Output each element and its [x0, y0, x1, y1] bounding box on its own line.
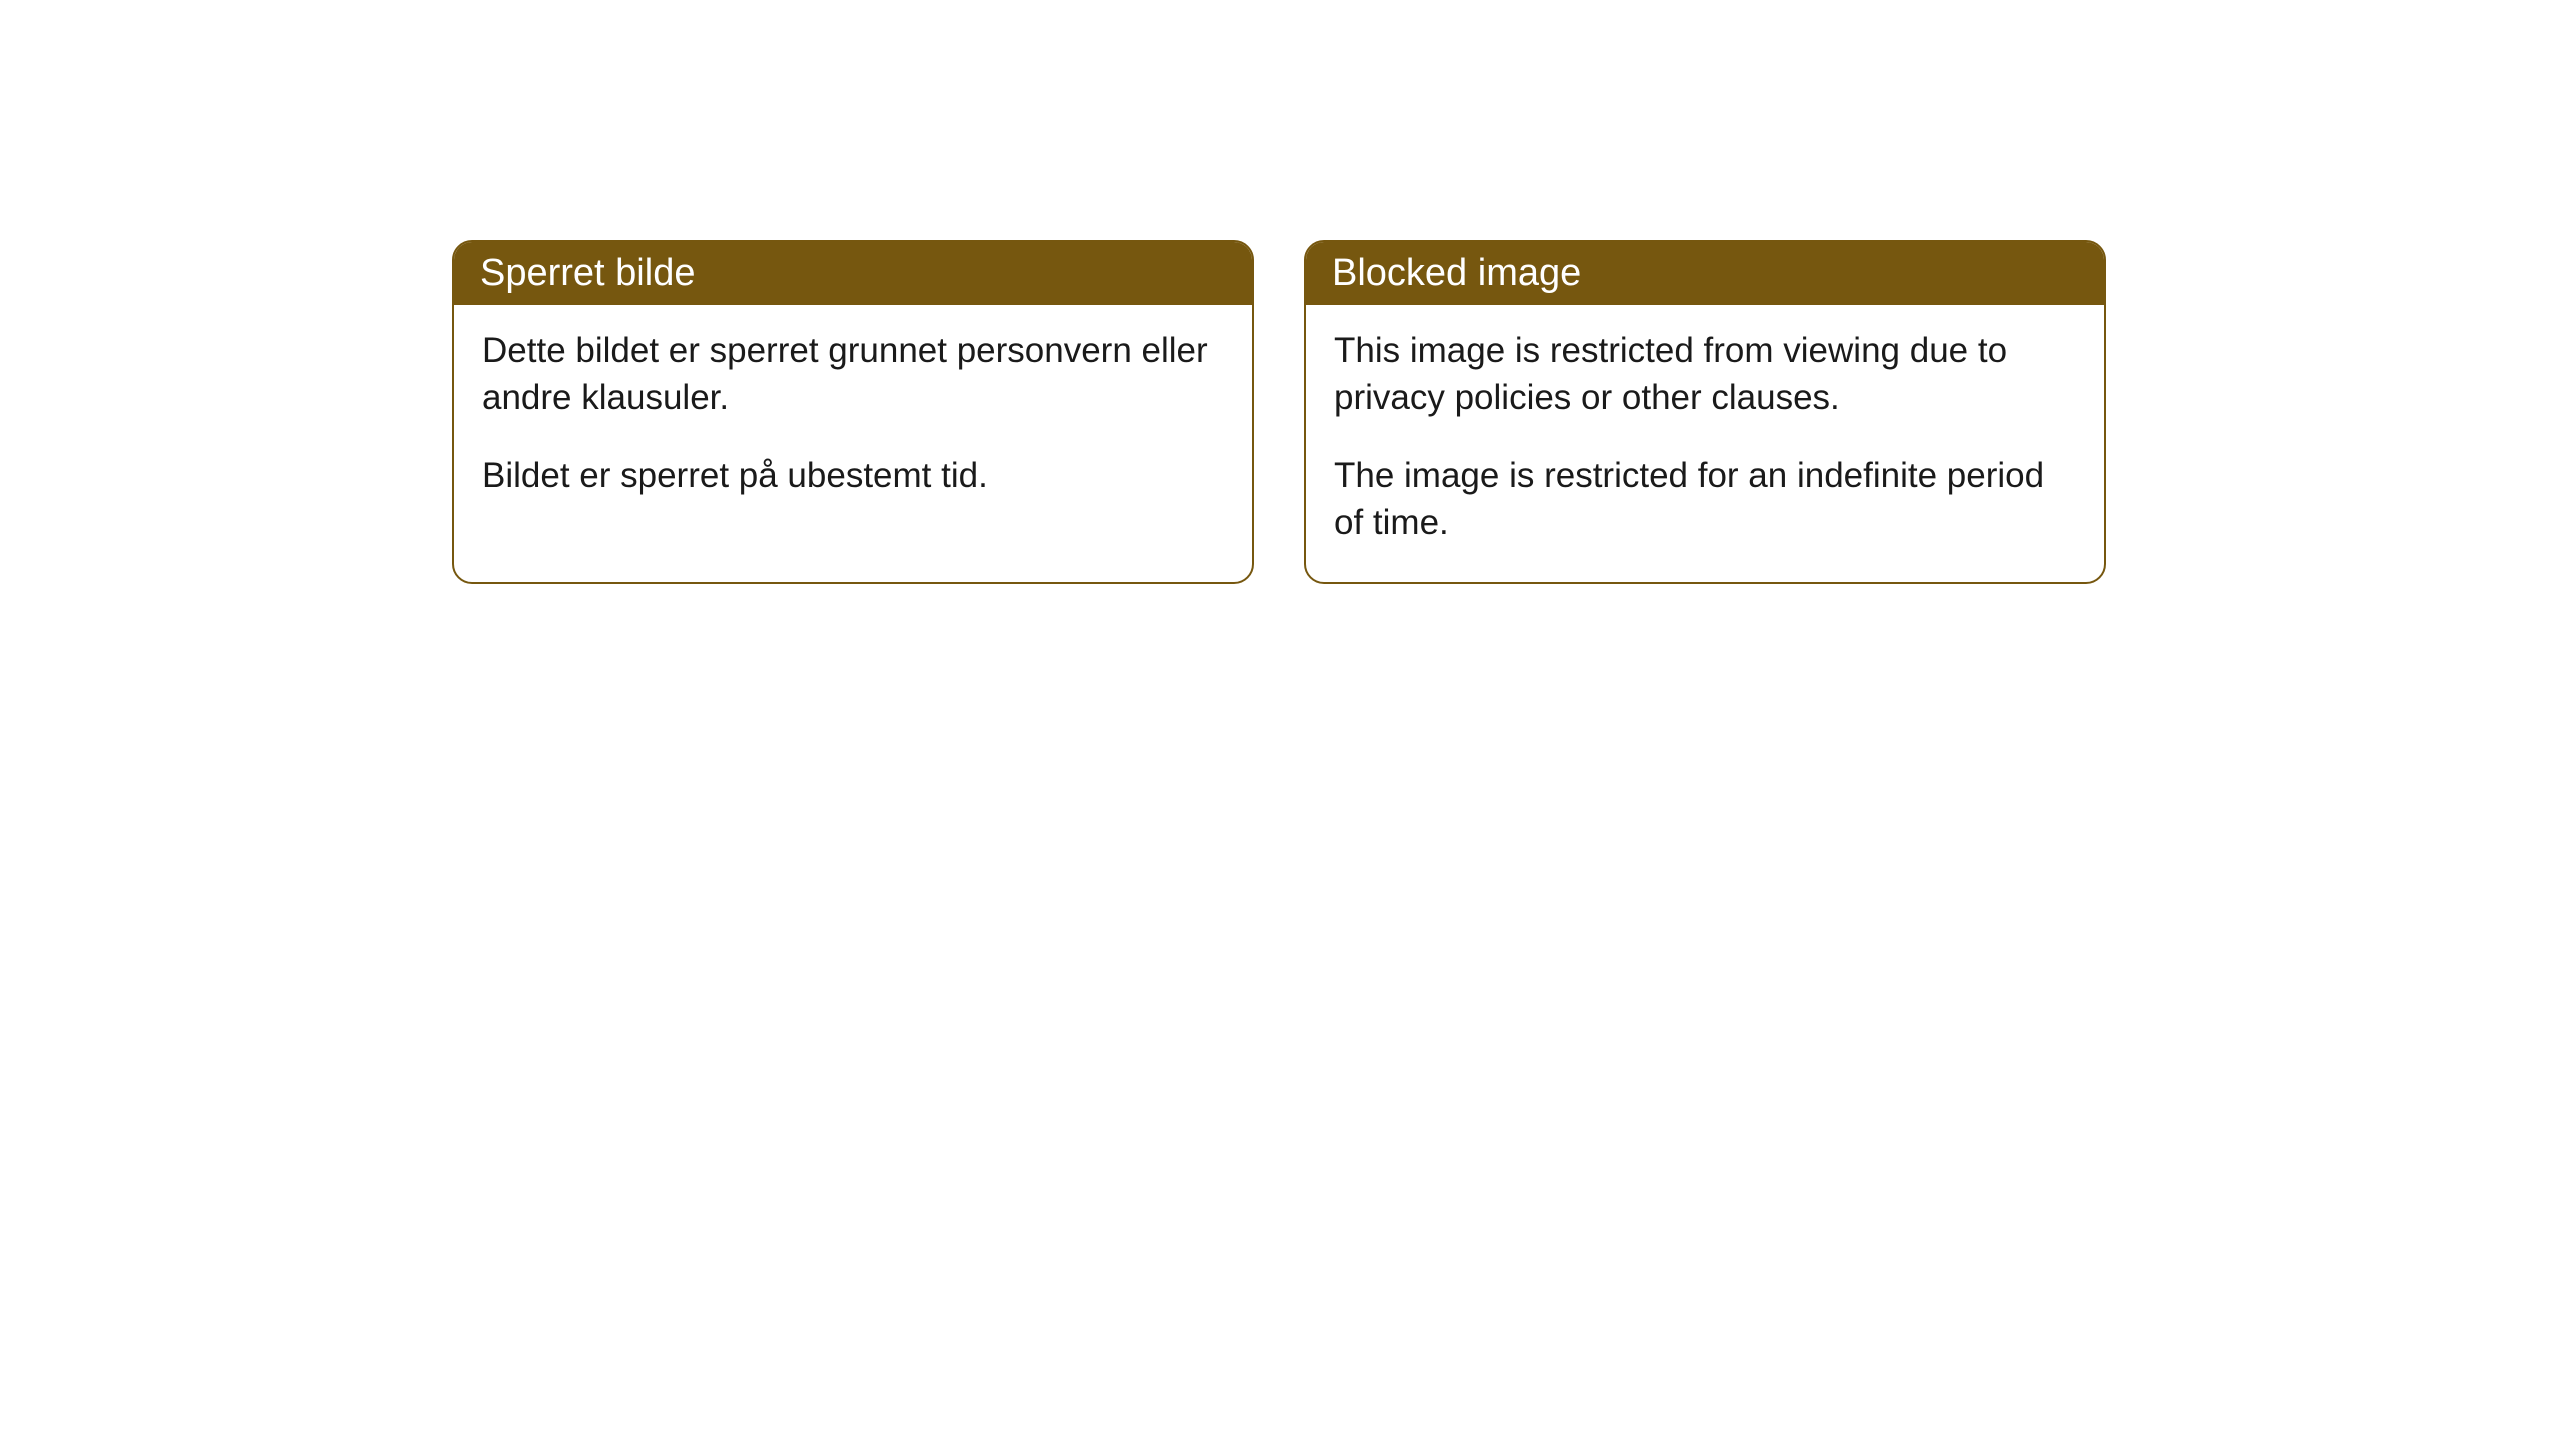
notice-box-norwegian: Sperret bilde Dette bildet er sperret gr…	[452, 240, 1254, 584]
notice-paragraph-2-norwegian: Bildet er sperret på ubestemt tid.	[482, 452, 1224, 499]
notice-paragraph-1-norwegian: Dette bildet er sperret grunnet personve…	[482, 327, 1224, 422]
notice-title-norwegian: Sperret bilde	[480, 252, 695, 294]
notice-header-english: Blocked image	[1306, 242, 2104, 305]
notice-title-english: Blocked image	[1332, 252, 1581, 294]
notice-container: Sperret bilde Dette bildet er sperret gr…	[0, 0, 2560, 584]
notice-paragraph-2-english: The image is restricted for an indefinit…	[1334, 452, 2076, 547]
notice-box-english: Blocked image This image is restricted f…	[1304, 240, 2106, 584]
notice-body-english: This image is restricted from viewing du…	[1306, 305, 2104, 582]
notice-paragraph-1-english: This image is restricted from viewing du…	[1334, 327, 2076, 422]
notice-header-norwegian: Sperret bilde	[454, 242, 1252, 305]
notice-body-norwegian: Dette bildet er sperret grunnet personve…	[454, 305, 1252, 535]
